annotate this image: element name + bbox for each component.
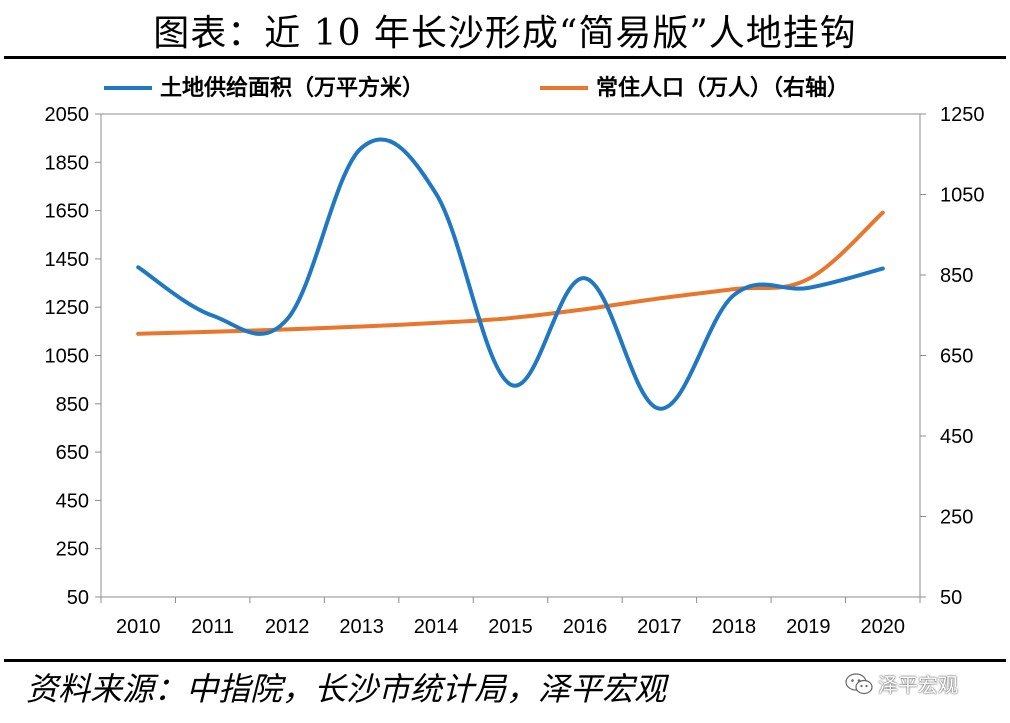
data-point [583,276,587,280]
left-tick-label: 450 [56,490,89,512]
data-point [434,321,438,325]
right-tick-label: 250 [940,507,973,529]
data-point [285,317,289,321]
plot-frame [100,113,921,598]
data-point [657,407,661,411]
x-tick-label: 2019 [786,616,831,638]
source-note: 资料来源：中指院，长沙市统计局，泽平宏观 [26,670,667,708]
left-tick-label: 1050 [45,346,90,368]
x-tick-label: 2014 [414,616,459,638]
right-tick-label: 1250 [940,104,985,126]
data-point [360,146,364,150]
left-tick-label: 1650 [45,201,90,223]
x-tick-label: 2017 [637,616,682,638]
right-tick-label: 50 [940,587,962,609]
data-point [881,211,885,215]
left-tick-label: 250 [56,539,89,561]
data-point [434,192,438,196]
data-point [583,307,587,311]
top-rule [4,56,1006,59]
watermark-text: 泽平宏观 [878,673,958,697]
left-tick-label: 1250 [45,297,90,319]
x-tick-label: 2016 [563,616,608,638]
left-tick-label: 50 [67,587,89,609]
wechat-icon [845,672,873,694]
right-tick-label: 650 [940,346,973,368]
data-point [211,314,215,318]
x-tick-label: 2010 [116,616,161,638]
line-chart: 土地供给面积（万平方米） 常住人口（万人）（右轴） 2050 1850 1650 145… [45,75,985,638]
data-point [806,277,810,281]
data-point [732,287,736,291]
data-point [881,267,885,271]
legend-label-0: 土地供给面积（万平方米） [160,75,424,101]
right-tick-label: 1050 [940,185,985,207]
data-point [211,330,215,334]
data-point [657,296,661,300]
left-tick-label: 1850 [45,152,90,174]
left-tick-label: 2050 [45,104,90,126]
legend: 土地供给面积（万平方米） 常住人口（万人）（右轴） [104,75,849,101]
watermark: 泽平宏观 [844,669,958,698]
right-tick-label: 850 [940,265,973,287]
x-tick-label: 2011 [191,616,234,638]
x-tick-label: 2015 [488,616,533,638]
data-point [285,327,289,331]
data-point [360,325,364,329]
series-line-1 [136,210,885,336]
left-tick-label: 1450 [45,249,90,271]
x-tick-label: 2018 [712,616,757,638]
legend-label-1: 常住人口（万人）（右轴） [596,75,849,101]
left-tick-label: 850 [56,394,89,416]
data-point [732,293,736,297]
data-point [509,382,513,386]
chart-title: 图表：近 10 年长沙形成“简易版”人地挂钩 [153,13,857,54]
axes: 2050 1850 1650 1450 1250 1050 850 650 450 250 50 12… [45,104,985,638]
bottom-rule [4,659,1006,662]
left-tick-label: 650 [56,442,89,464]
series-line-0 [136,137,885,411]
x-tick-label: 2020 [861,616,906,638]
x-tick-label: 2012 [265,616,310,638]
data-point [509,316,513,320]
x-tick-label: 2013 [339,616,384,638]
series-layer [136,137,885,411]
data-point [136,265,140,269]
data-point [806,286,810,290]
right-tick-label: 450 [940,426,973,448]
data-point [136,332,140,336]
